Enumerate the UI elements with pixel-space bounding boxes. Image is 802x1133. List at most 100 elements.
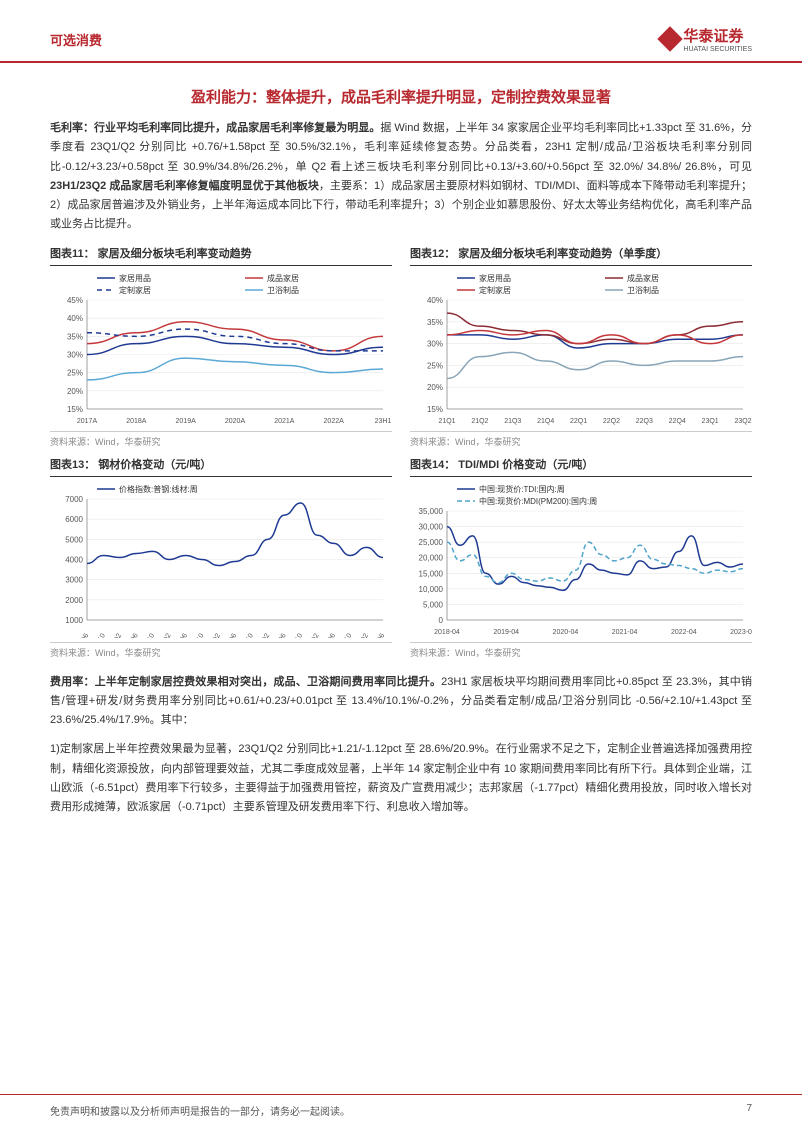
svg-text:2019-10: 2019-10: [187, 632, 206, 638]
svg-text:2019-06: 2019-06: [170, 632, 189, 638]
chart13-svg: 10002000300040005000600070002017-062017-…: [50, 483, 392, 638]
svg-text:22Q3: 22Q3: [636, 418, 653, 425]
svg-text:35%: 35%: [67, 332, 83, 341]
svg-text:20%: 20%: [67, 386, 83, 395]
svg-text:家居用品: 家居用品: [479, 273, 511, 283]
svg-text:2023-06: 2023-06: [368, 632, 387, 638]
page-header: 可选消费 华泰证券 HUATAI SECURITIES: [0, 0, 802, 63]
chart14-svg: 05,00010,00015,00020,00025,00030,00035,0…: [410, 483, 752, 638]
svg-text:2020-02: 2020-02: [203, 632, 222, 638]
svg-text:成品家居: 成品家居: [627, 273, 659, 283]
svg-text:22Q1: 22Q1: [570, 418, 587, 425]
company-logo: 华泰证券 HUATAI SECURITIES: [661, 25, 752, 53]
svg-text:2022-10: 2022-10: [335, 632, 354, 638]
svg-text:2018A: 2018A: [126, 418, 147, 425]
svg-text:5000: 5000: [65, 535, 83, 544]
chart13-title: 图表13： 钢材价格变动（元/吨）: [50, 456, 392, 477]
category-label: 可选消费: [50, 30, 102, 49]
svg-text:2017A: 2017A: [77, 418, 98, 425]
main-content: 盈利能力：整体提升，成品毛利率提升明显，定制控费效果显著 毛利率：行业平均毛利率…: [0, 63, 802, 817]
paragraph-gross-margin: 毛利率：行业平均毛利率同比提升，成品家居毛利率修复最为明显。据 Wind 数据，…: [50, 119, 752, 235]
chart-11: 图表11： 家居及细分板块毛利率变动趋势 15%20%25%30%35%40%4…: [50, 245, 392, 448]
svg-text:30,000: 30,000: [419, 522, 444, 531]
paragraph-expense-rate: 费用率：上半年定制家居控费效果相对突出，成品、卫浴期间费用率同比提升。23H1 …: [50, 673, 752, 731]
svg-text:4000: 4000: [65, 555, 83, 564]
svg-text:2023-04: 2023-04: [730, 629, 752, 636]
svg-text:15,000: 15,000: [419, 569, 444, 578]
svg-text:15%: 15%: [427, 405, 443, 414]
svg-text:20,000: 20,000: [419, 553, 444, 562]
svg-text:21Q4: 21Q4: [537, 418, 554, 425]
svg-text:中国:现货价:TDI:国内:周: 中国:现货价:TDI:国内:周: [479, 484, 565, 494]
svg-text:中国:现货价:MDI(PM200):国内:周: 中国:现货价:MDI(PM200):国内:周: [479, 496, 597, 506]
svg-text:定制家居: 定制家居: [119, 285, 151, 295]
svg-text:2018-10: 2018-10: [137, 632, 156, 638]
svg-text:卫浴制品: 卫浴制品: [627, 285, 659, 295]
svg-text:21Q3: 21Q3: [504, 418, 521, 425]
svg-text:成品家居: 成品家居: [267, 273, 299, 283]
chart-12: 图表12： 家居及细分板块毛利率变动趋势（单季度） 15% 20% 25% 30% 35…: [410, 245, 752, 448]
svg-text:卫浴制品: 卫浴制品: [267, 285, 299, 295]
chart-13: 图表13： 钢材价格变动（元/吨） 1000200030004000500060…: [50, 456, 392, 659]
svg-text:2021-06: 2021-06: [269, 632, 288, 638]
svg-text:35,000: 35,000: [419, 507, 444, 516]
page-footer: 免责声明和披露以及分析师声明是报告的一部分，请务必一起阅读。 7: [0, 1094, 802, 1118]
chart12-title: 图表12： 家居及细分板块毛利率变动趋势（单季度）: [410, 245, 752, 266]
svg-text:45%: 45%: [67, 296, 83, 305]
chart-row-1: 图表11： 家居及细分板块毛利率变动趋势 15% 20% 25% 30% 35% 40% 4…: [50, 245, 752, 448]
svg-text:30%: 30%: [427, 339, 443, 348]
svg-text:价格指数:普钢:线材:周: 价格指数:普钢:线材:周: [119, 484, 198, 494]
svg-text:30%: 30%: [67, 350, 83, 359]
svg-text:2020A: 2020A: [225, 418, 246, 425]
svg-text:6000: 6000: [65, 515, 83, 524]
svg-text:2017-10: 2017-10: [88, 632, 107, 638]
svg-text:1000: 1000: [65, 616, 83, 625]
svg-text:2022-02: 2022-02: [302, 632, 321, 638]
svg-text:2023-02: 2023-02: [351, 632, 370, 638]
svg-text:2021-04: 2021-04: [612, 629, 638, 636]
svg-text:40%: 40%: [67, 314, 83, 323]
company-name: 华泰证券: [683, 28, 743, 45]
svg-text:7000: 7000: [65, 495, 83, 504]
svg-text:家居用品: 家居用品: [119, 273, 151, 283]
footer-disclaimer: 免责声明和披露以及分析师声明是报告的一部分，请务必一起阅读。: [50, 1103, 350, 1118]
svg-text:21Q1: 21Q1: [438, 418, 455, 425]
svg-text:23Q1: 23Q1: [702, 418, 719, 425]
svg-text:25%: 25%: [427, 361, 443, 370]
chart11-source: 资料来源：Wind，华泰研究: [50, 431, 392, 448]
chart12-svg: 15%20%25%30%35%40%21Q121Q221Q321Q422Q122…: [410, 272, 752, 427]
chart11-svg: 15%20%25%30%35%40%45%2017A2018A2019A2020…: [50, 272, 392, 427]
chart-14: 图表14： TDI/MDI 价格变动（元/吨） 05,00010,00015,0…: [410, 456, 752, 659]
svg-text:0: 0: [439, 616, 444, 625]
company-sub: HUATAI SECURITIES: [683, 46, 752, 53]
svg-text:2021-02: 2021-02: [252, 632, 271, 638]
para1-bold2: 23H1/23Q2 成品家居毛利率修复幅度明显优于其他板块: [50, 180, 319, 192]
chart11-title: 图表11： 家居及细分板块毛利率变动趋势: [50, 245, 392, 266]
chart14-title: 图表14： TDI/MDI 价格变动（元/吨）: [410, 456, 752, 477]
svg-text:2022A: 2022A: [324, 418, 345, 425]
chart12-source: 资料来源：Wind，华泰研究: [410, 431, 752, 448]
svg-text:22Q4: 22Q4: [669, 418, 686, 425]
svg-text:2020-04: 2020-04: [553, 629, 579, 636]
paragraph-custom-detail: 1)定制家居上半年控费效果最为显著，23Q1/Q2 分别同比+1.21/-1.1…: [50, 740, 752, 817]
svg-text:15%: 15%: [67, 405, 83, 414]
svg-text:2021A: 2021A: [274, 418, 295, 425]
svg-text:22Q2: 22Q2: [603, 418, 620, 425]
svg-text:3000: 3000: [65, 575, 83, 584]
svg-text:35%: 35%: [427, 317, 443, 326]
svg-text:2017-06: 2017-06: [72, 632, 91, 638]
chart-row-2: 图表13： 钢材价格变动（元/吨） 1000200030004000500060…: [50, 456, 752, 659]
svg-text:2021-10: 2021-10: [285, 632, 304, 638]
svg-text:23H1: 23H1: [375, 418, 392, 425]
svg-text:2019A: 2019A: [176, 418, 197, 425]
chart13-source: 资料来源：Wind，华泰研究: [50, 642, 392, 659]
svg-text:2020-06: 2020-06: [220, 632, 239, 638]
svg-text:23Q2: 23Q2: [734, 418, 751, 425]
svg-text:21Q2: 21Q2: [471, 418, 488, 425]
para2-lead: 费用率：上半年定制家居控费效果相对突出，成品、卫浴期间费用率同比提升。: [50, 676, 441, 688]
svg-text:20%: 20%: [427, 383, 443, 392]
svg-text:2019-04: 2019-04: [493, 629, 519, 636]
svg-text:10,000: 10,000: [419, 584, 444, 593]
svg-text:25,000: 25,000: [419, 538, 444, 547]
svg-text:2018-06: 2018-06: [121, 632, 140, 638]
